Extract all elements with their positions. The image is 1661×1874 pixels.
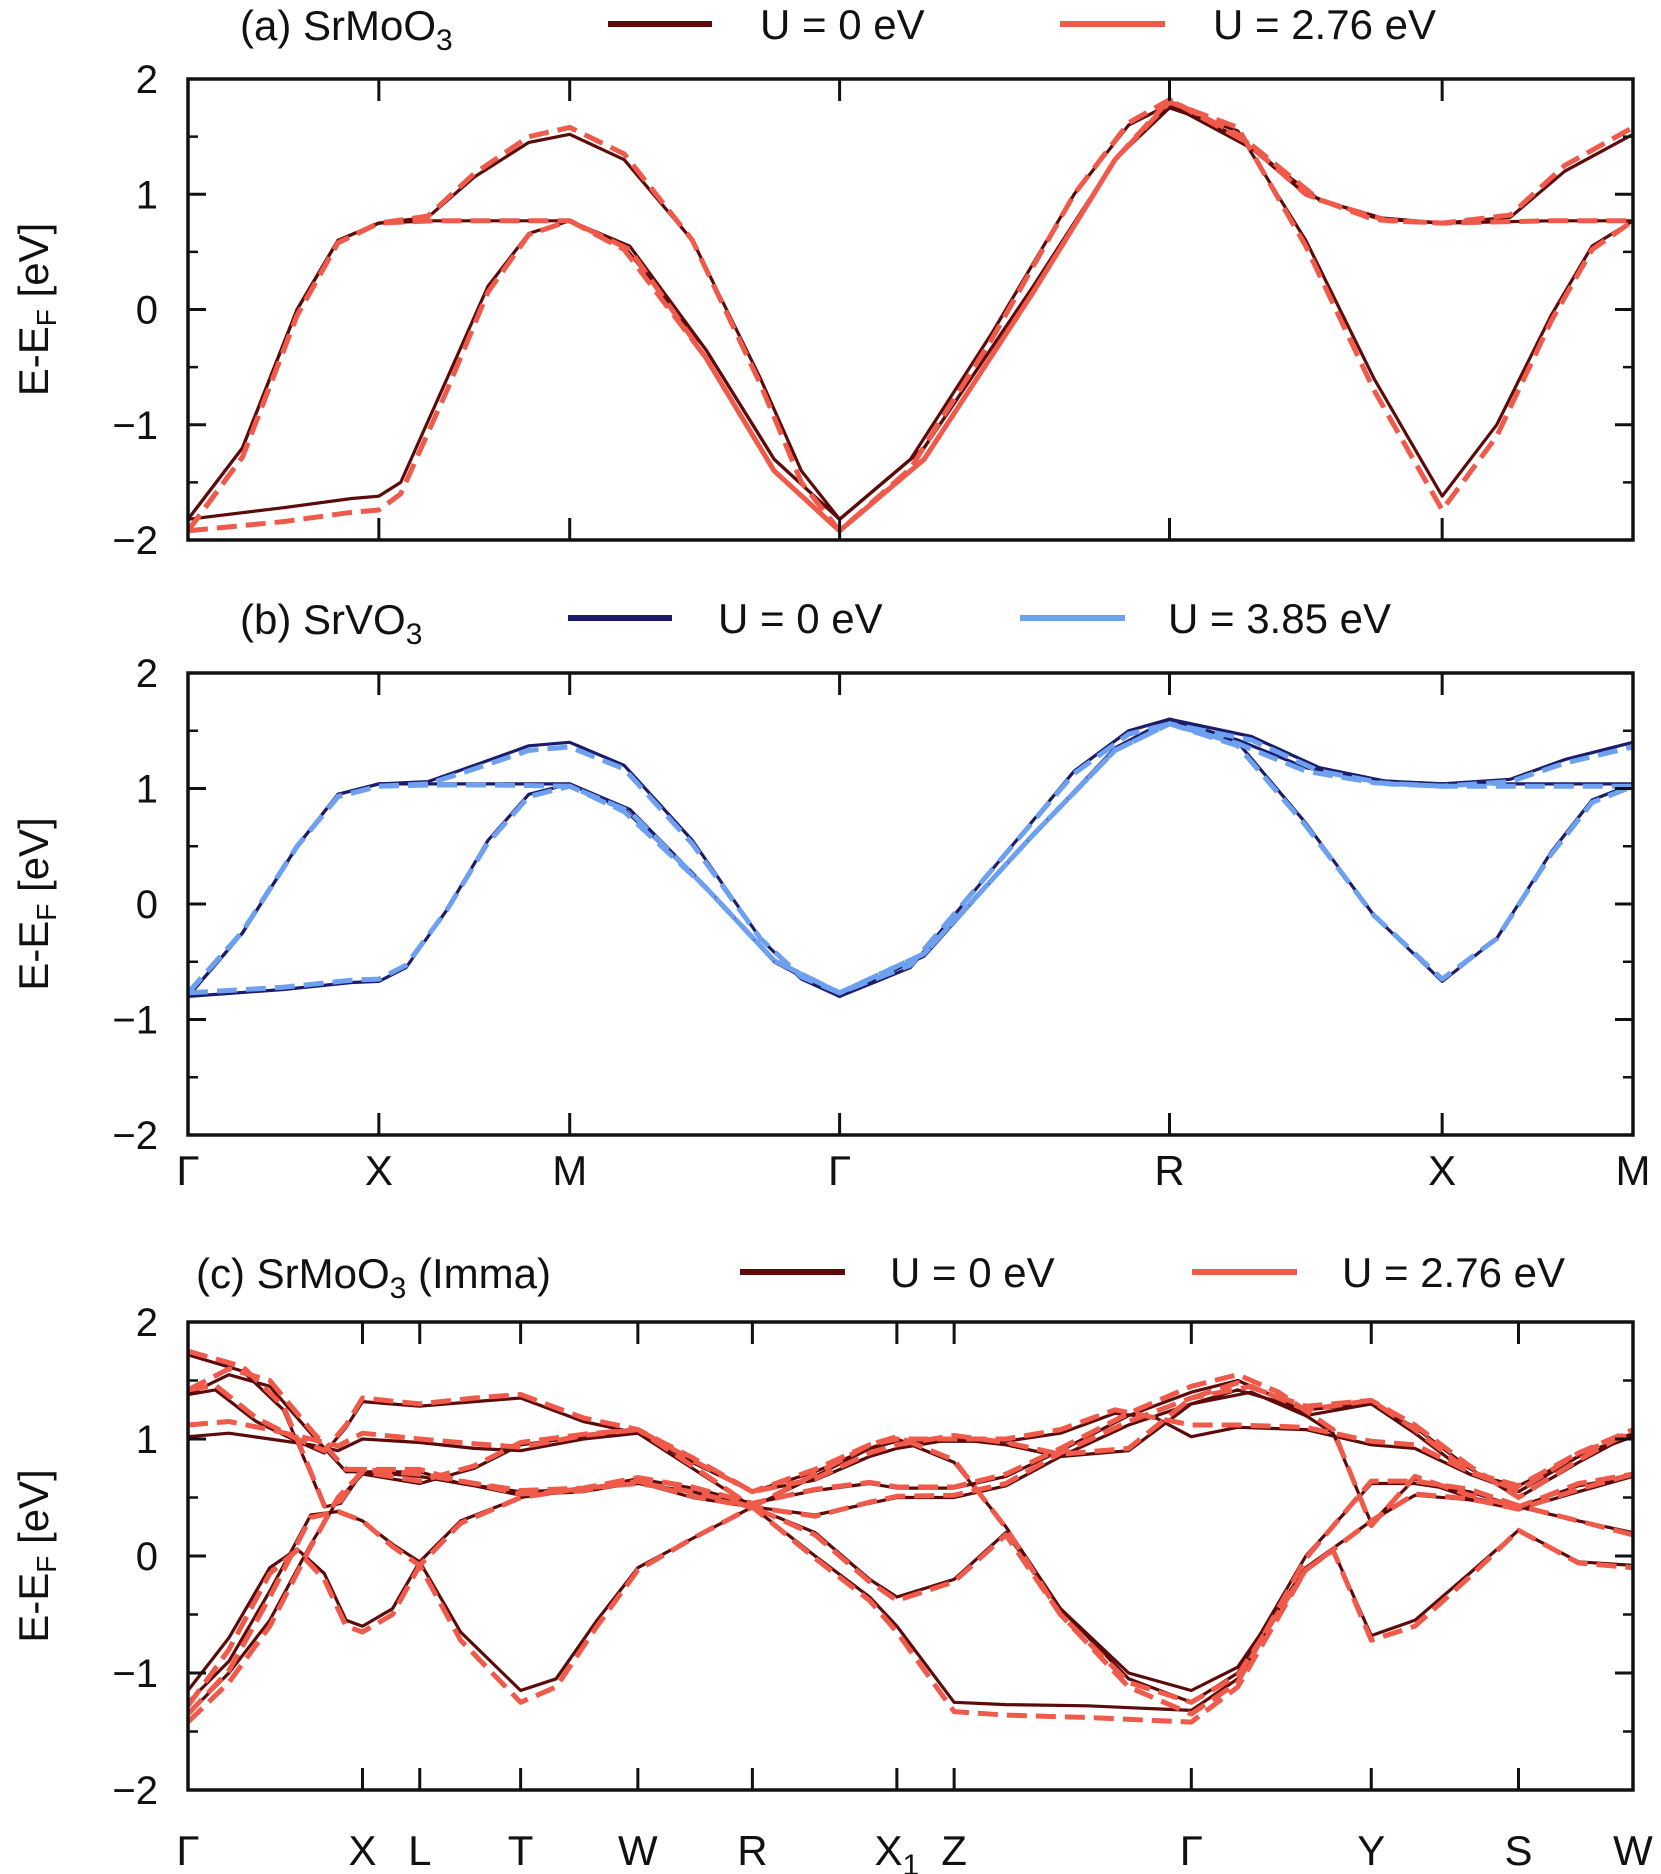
y-tick-label: 1 [136, 173, 158, 217]
band-line [188, 1380, 1633, 1500]
y-tick-label: 0 [136, 1535, 158, 1579]
y-tick-label: 1 [136, 768, 158, 812]
k-point-label: M [552, 1147, 587, 1194]
bands-group [188, 1348, 1633, 1725]
k-point-label: W [618, 1827, 658, 1874]
bands-group [188, 717, 1633, 998]
panel-b: −2 −1 0 1 2 E-EF [eV] (b) SrVO3 U = 0 eV U = 3.8… [10, 595, 1651, 1194]
y-tick-label: 0 [136, 289, 158, 333]
k-point-label: Γ [828, 1147, 851, 1194]
k-point-label: T [508, 1827, 534, 1874]
y-tick-label: −2 [112, 1769, 158, 1813]
band-line [188, 97, 1633, 534]
band-line [188, 1504, 1633, 1725]
panel-title: (c) SrMoO3 (Imma) [196, 1250, 551, 1305]
plot-frame [186, 77, 1635, 542]
k-point-label: X [365, 1147, 393, 1194]
band-line [188, 97, 1633, 534]
plot-frame [186, 1320, 1635, 1792]
band-line [188, 1348, 1633, 1529]
k-point-label: X [1428, 1147, 1456, 1194]
legend-label: U = 0 eV [890, 1249, 1055, 1296]
plot-frame [186, 671, 1635, 1137]
band-line [188, 1505, 1633, 1712]
k-point-label: X [348, 1827, 376, 1874]
y-tick-label: 1 [136, 1418, 158, 1462]
band-line [188, 1366, 1633, 1519]
k-point-label: S [1504, 1827, 1532, 1874]
k-point-label: R [1154, 1147, 1184, 1194]
y-tick-label: −2 [112, 519, 158, 563]
legend-label: U = 0 eV [760, 1, 925, 48]
k-point-label: W [1613, 1827, 1653, 1874]
panel-a: −2 −1 0 1 2 E-EF [eV] (a) SrMoO3 U = 0 eV U = 2.… [10, 1, 1635, 563]
bands-group [188, 97, 1633, 534]
panel-c: −2 −1 0 1 2 E-EF [eV] (c) SrMoO3 (Imma) U = 0 e… [10, 1249, 1653, 1874]
band-line [188, 99, 1633, 534]
y-tick-label: −2 [112, 1114, 158, 1158]
band-line [188, 1471, 1633, 1716]
y-axis-label: E-EF [eV] [10, 1469, 62, 1643]
k-point-label: Y [1357, 1827, 1385, 1874]
panel-title: (b) SrVO3 [240, 596, 422, 651]
y-tick-label: 0 [136, 883, 158, 927]
band-line [188, 721, 1633, 996]
y-tick-label: −1 [112, 404, 158, 448]
y-axis-label: E-EF [eV] [10, 817, 62, 991]
band-line [188, 1427, 1633, 1724]
k-point-label: L [408, 1827, 431, 1874]
panel-title: (a) SrMoO3 [240, 2, 453, 57]
k-point-label: R [737, 1827, 767, 1874]
k-point-label: Γ [176, 1147, 199, 1194]
band-line [188, 102, 1633, 521]
legend-label: U = 0 eV [718, 595, 883, 642]
k-point-label: M [1616, 1147, 1651, 1194]
y-axis-label: E-EF [eV] [10, 223, 62, 397]
y-tick-label: −1 [112, 999, 158, 1043]
y-tick-label: 2 [136, 652, 158, 696]
k-point-label: Z [941, 1827, 967, 1874]
y-tick-label: 2 [136, 58, 158, 102]
legend-label: U = 2.76 eV [1213, 1, 1436, 48]
k-point-label: Γ [1180, 1827, 1203, 1874]
y-tick-label: −1 [112, 1652, 158, 1696]
band-line [188, 721, 1633, 996]
legend-label: U = 3.85 eV [1168, 595, 1391, 642]
legend-label: U = 2.76 eV [1342, 1249, 1565, 1296]
k-point-label: Γ [176, 1827, 199, 1874]
k-point-label: X1 [875, 1827, 920, 1874]
y-tick-label: 2 [136, 1301, 158, 1345]
